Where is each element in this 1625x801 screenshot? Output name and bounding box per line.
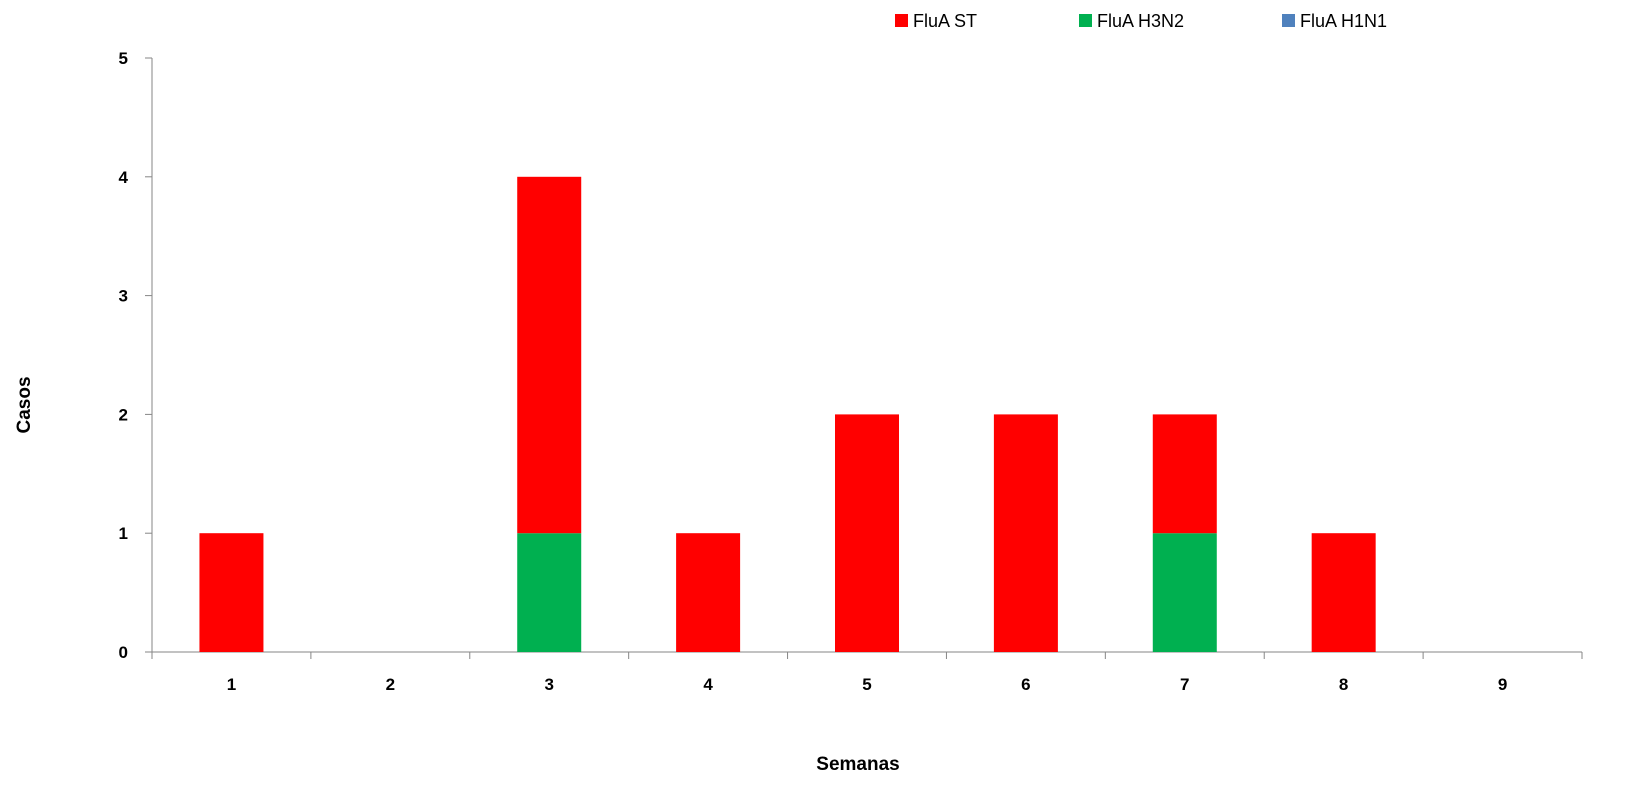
- x-axis: 1 2 3 4 5 6 7 8 9: [151, 651, 1583, 694]
- x-axis-title: Semanas: [816, 754, 899, 775]
- bar-flua-h3n2-week-3: [517, 533, 582, 652]
- x-tick-label: 8: [1339, 675, 1348, 694]
- y-axis-title: Casos: [14, 376, 35, 433]
- legend-label-flua-h3n2: FluA H3N2: [1097, 11, 1184, 31]
- legend-swatch-flua-st: [895, 14, 908, 27]
- y-tick-label: 5: [119, 49, 128, 68]
- bar-flua-st-week-1: [199, 533, 264, 652]
- y-tick-label: 4: [119, 168, 129, 187]
- y-tick-label: 1: [119, 524, 128, 543]
- legend: FluA ST FluA H3N2 FluA H1N1: [895, 11, 1387, 31]
- bar-flua-st-week-6: [993, 414, 1058, 652]
- x-tick-label: 4: [703, 675, 713, 694]
- legend-swatch-flua-h1n1: [1282, 14, 1295, 27]
- legend-label-flua-st: FluA ST: [913, 11, 977, 31]
- bar-flua-st-week-3: [517, 176, 582, 534]
- bars-group: [199, 176, 1376, 652]
- legend-swatch-flua-h3n2: [1079, 14, 1092, 27]
- y-axis: 0 1 2 3 4 5: [119, 49, 153, 662]
- legend-label-flua-h1n1: FluA H1N1: [1300, 11, 1387, 31]
- y-tick-label: 0: [119, 643, 128, 662]
- x-tick-label: 3: [544, 675, 553, 694]
- x-tick-label: 9: [1498, 675, 1507, 694]
- x-tick-label: 7: [1180, 675, 1189, 694]
- x-tick-label: 2: [386, 675, 395, 694]
- bar-flua-st-week-8: [1311, 533, 1376, 652]
- x-tick-label: 6: [1021, 675, 1030, 694]
- bar-flua-st-week-5: [835, 414, 899, 652]
- bar-flua-h3n2-week-7: [1152, 533, 1217, 652]
- y-tick-label: 2: [119, 405, 128, 424]
- y-tick-label: 3: [119, 287, 128, 306]
- bar-flua-st-week-4: [676, 533, 741, 652]
- bar-flua-st-week-7: [1152, 414, 1217, 534]
- x-tick-label: 5: [862, 675, 871, 694]
- x-tick-label: 1: [227, 675, 236, 694]
